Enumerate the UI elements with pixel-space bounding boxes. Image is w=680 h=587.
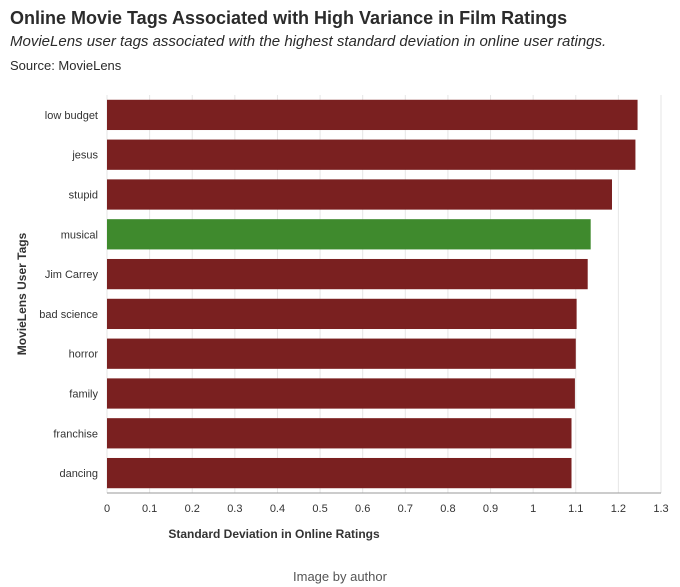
x-tick-label: 1 — [530, 503, 536, 515]
bar-horror — [107, 338, 576, 369]
chart-source: Source: MovieLens — [10, 58, 122, 73]
y-tick-labels: low budget jesus stupid musical Jim Carrey ba… — [39, 110, 98, 480]
x-tick-label: 0 — [104, 503, 110, 515]
y-tick-label: jesus — [71, 150, 98, 162]
y-axis-title: MovieLens User Tags — [15, 232, 29, 355]
bar-musical — [107, 219, 591, 250]
y-tick-label: musical — [61, 229, 98, 241]
bar-dancing — [107, 457, 572, 489]
chart-title: Online Movie Tags Associated with High V… — [10, 8, 568, 28]
bar-bad-science — [107, 298, 577, 330]
x-tick-label: 0.7 — [398, 503, 413, 515]
y-tick-label: family — [69, 389, 98, 401]
y-tick-label: franchise — [53, 428, 98, 440]
x-tick-label: 1.1 — [568, 503, 583, 515]
chart-subtitle: MovieLens user tags associated with the … — [10, 33, 607, 50]
x-tick-labels: 0 0.1 0.2 0.3 0.4 0.5 0.6 0.7 0.8 0.9 1 1.1 1.2 1.3 — [104, 503, 669, 515]
y-tick-label: stupid — [69, 190, 98, 202]
x-axis-title: Standard Deviation in Online Ratings — [168, 527, 380, 541]
y-tick-label: low budget — [45, 110, 98, 122]
bar-chart: low budget jesus stupid musical Jim Carrey ba… — [15, 95, 669, 541]
bars — [107, 99, 638, 489]
bar-low-budget — [107, 99, 638, 131]
x-tick-label: 0.6 — [355, 503, 370, 515]
bar-family — [107, 378, 575, 409]
x-tick-label: 0.8 — [440, 503, 455, 515]
bar-jim-carrey — [107, 258, 588, 290]
image-caption: Image by author — [293, 569, 387, 584]
bar-jesus — [107, 139, 636, 170]
x-tick-label: 1.2 — [611, 503, 626, 515]
y-tick-label: bad science — [39, 309, 98, 321]
x-tick-label: 0.4 — [270, 503, 285, 515]
x-tick-label: 1.3 — [653, 503, 668, 515]
y-tick-label: horror — [69, 349, 99, 361]
bar-stupid — [107, 179, 612, 210]
x-tick-label: 0.5 — [312, 503, 327, 515]
x-tick-label: 0.1 — [142, 503, 157, 515]
bar-franchise — [107, 418, 572, 449]
x-tick-label: 0.3 — [227, 503, 242, 515]
x-tick-label: 0.9 — [483, 503, 498, 515]
y-tick-label: Jim Carrey — [45, 269, 99, 281]
y-tick-label: dancing — [59, 468, 98, 480]
x-tick-label: 0.2 — [185, 503, 200, 515]
